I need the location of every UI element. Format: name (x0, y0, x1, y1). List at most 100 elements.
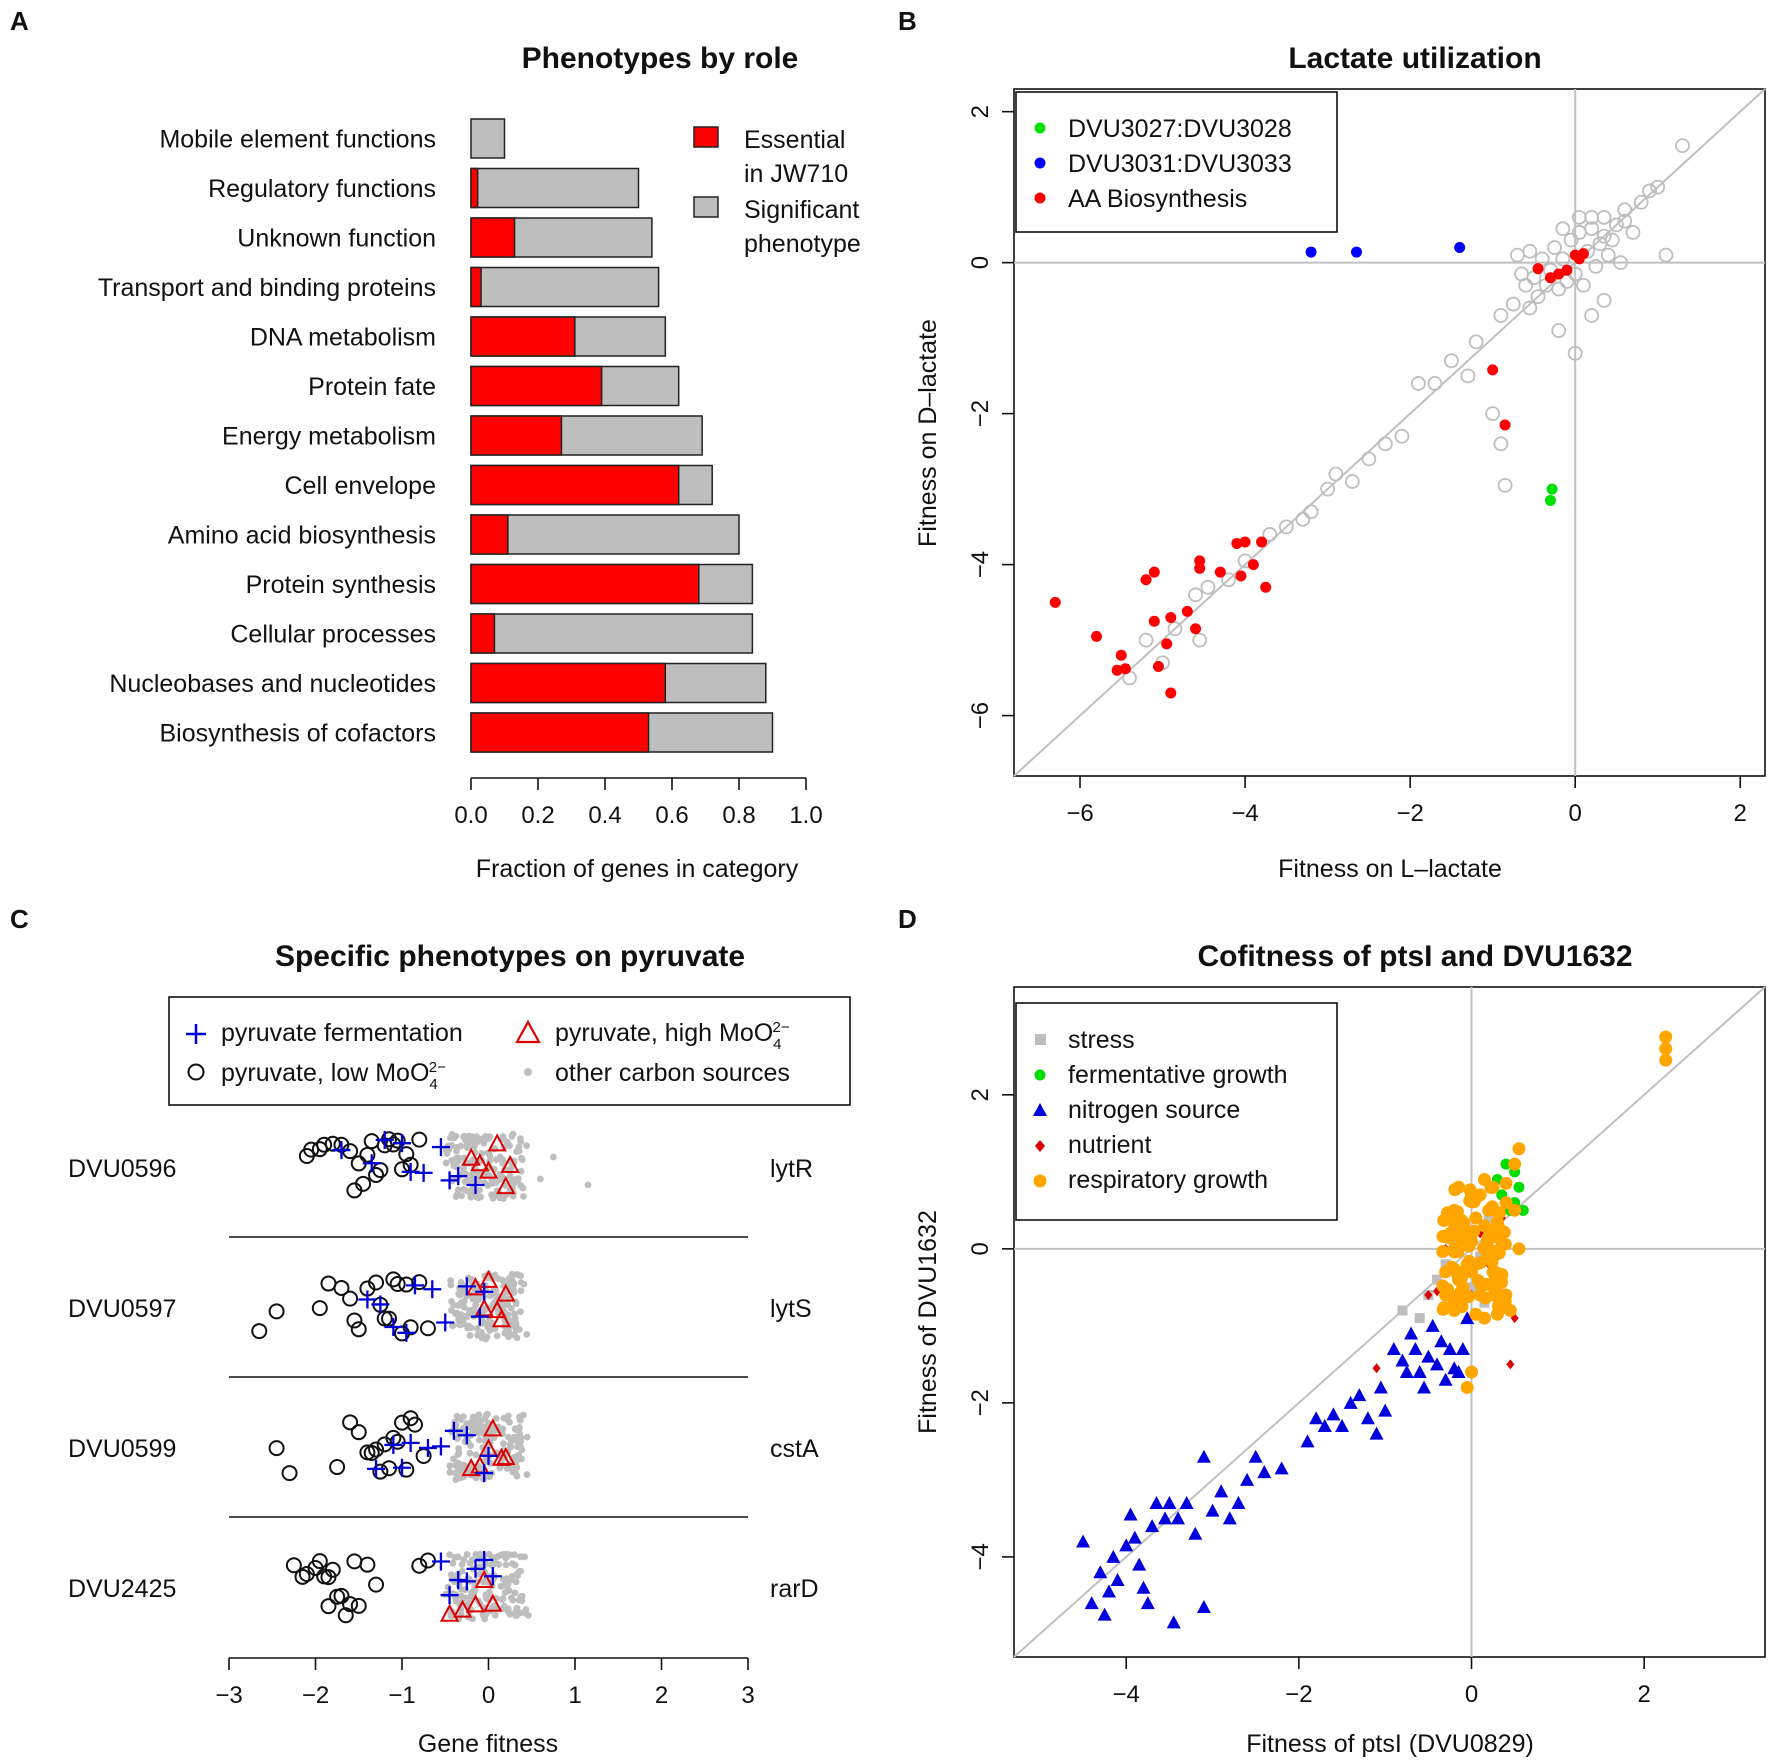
point-nitrogen-source (1343, 1395, 1358, 1409)
category-label-cellular-processes: Cellular processes (230, 621, 436, 649)
point-fermentation (440, 1586, 459, 1605)
legend-swatch-significant (693, 196, 719, 218)
gene-label-dvu0596: DVU0596 (68, 1155, 176, 1183)
legend-label-nitrogen: nitrogen source (1068, 1096, 1240, 1124)
point-aa-biosynthesis (1190, 623, 1202, 635)
point-respiratory-growth (1469, 1211, 1483, 1225)
point-other-carbon (447, 1612, 455, 1620)
category-label-mobile-element-functions: Mobile element functions (159, 126, 436, 154)
panel-c-legend: pyruvate fermentation pyruvate, high MoO… (168, 996, 851, 1106)
point-other-carbon (513, 1334, 521, 1342)
point-aa-biosynthesis (1181, 605, 1193, 617)
point-low-moo4 (268, 1303, 285, 1320)
point-low-moo4 (251, 1323, 268, 1340)
point-fermentation (384, 1435, 403, 1454)
point-other-genes (1675, 138, 1690, 154)
panel-d-xlabel: Fitness of ptsI (DVU0829) (1246, 1730, 1534, 1758)
legend-label-stress: stress (1068, 1026, 1135, 1054)
point-fermentation (466, 1559, 485, 1578)
point-fermentation (423, 1280, 442, 1299)
category-label-regulatory-functions: Regulatory functions (208, 175, 436, 203)
point-other-carbon (460, 1297, 468, 1305)
point-aa-biosynthesis (1140, 574, 1152, 586)
point-other-genes (1551, 281, 1567, 297)
legend-label-essential-2: in JW710 (744, 160, 848, 188)
point-other-carbon (511, 1589, 519, 1597)
point-other-carbon (467, 1176, 475, 1184)
point-other-carbon (537, 1175, 544, 1183)
bar-essential-cellular-processes (470, 613, 496, 654)
point-other-carbon (446, 1551, 453, 1559)
point-other-carbon (458, 1567, 466, 1575)
panel-d-y-tick-label: 2 (967, 1088, 994, 1101)
point-fermentation (431, 1138, 450, 1157)
panel-d-x-tick-label: −4 (1113, 1681, 1140, 1708)
point-high-moo4 (470, 1153, 490, 1172)
point-other-genes (1650, 179, 1666, 195)
point-other-carbon (508, 1594, 515, 1602)
point-other-carbon (517, 1154, 525, 1162)
point-other-carbon (508, 1132, 516, 1140)
point-other-genes (1377, 436, 1393, 452)
point-fermentation (475, 1282, 494, 1301)
point-other-carbon (491, 1611, 499, 1619)
point-fermentation (431, 1437, 450, 1456)
point-other-carbon (515, 1455, 523, 1463)
point-respiratory-growth (1659, 1053, 1673, 1067)
panel-a-title: Phenotypes by role (522, 42, 799, 75)
gene-label-dvu0599: DVU0599 (68, 1435, 176, 1463)
gene-name-lytr: lytR (770, 1155, 813, 1183)
point-fermentation (405, 1276, 424, 1295)
point-nitrogen-source (1421, 1349, 1436, 1363)
point-nitrogen-source (1378, 1403, 1393, 1417)
point-other-genes (1361, 451, 1377, 467)
point-other-carbon (460, 1595, 467, 1603)
point-aa-biosynthesis (1544, 272, 1556, 284)
point-nitrogen-source (1162, 1495, 1177, 1509)
point-other-carbon (492, 1415, 500, 1422)
point-other-carbon (494, 1560, 502, 1568)
point-fermentation (431, 1552, 450, 1571)
legend-label-dvu3027: DVU3027:DVU3028 (1068, 115, 1292, 143)
panel-a-bar-chart: Phenotypes by role Mobile element functi… (98, 42, 861, 883)
point-low-moo4 (342, 1290, 359, 1307)
point-fermentation (457, 1426, 476, 1445)
point-other-carbon (519, 1184, 527, 1192)
point-other-genes (1221, 572, 1236, 588)
point-respiratory-growth (1497, 1225, 1511, 1239)
panel-d-title: Cofitness of ptsI and DVU1632 (1197, 940, 1632, 973)
legend-label-dvu3031: DVU3031:DVU3033 (1068, 150, 1292, 178)
point-other-carbon (450, 1455, 457, 1463)
point-other-carbon (507, 1443, 515, 1451)
point-other-genes (1344, 474, 1360, 489)
point-fermentation (466, 1176, 485, 1195)
point-nutrient (1424, 1290, 1433, 1301)
point-other-carbon (460, 1556, 468, 1564)
point-other-carbon (455, 1466, 463, 1474)
point-fermentation (444, 1421, 463, 1440)
point-other-carbon (507, 1304, 515, 1312)
point-other-carbon (512, 1326, 520, 1333)
point-high-moo4 (452, 1599, 473, 1618)
legend-triangle-high (515, 1019, 541, 1044)
point-other-carbon (513, 1148, 520, 1155)
point-other-carbon (491, 1271, 499, 1279)
panel-b-legend-box (1015, 91, 1338, 233)
point-fermentation (393, 1134, 411, 1153)
point-other-genes (1613, 255, 1628, 271)
point-other-carbon (456, 1414, 464, 1422)
point-low-moo4 (268, 1440, 285, 1457)
point-respiratory-growth (1436, 1302, 1450, 1316)
point-nitrogen-source (1429, 1357, 1444, 1371)
point-other-carbon (478, 1429, 486, 1437)
point-dvu3031-dvu3033 (1350, 246, 1362, 258)
legend-dot-other (524, 1068, 532, 1076)
point-other-carbon (446, 1462, 454, 1470)
point-other-carbon (446, 1468, 454, 1476)
bar-essential-transport-and-binding-proteins (470, 266, 482, 308)
gene-name-csta: cstA (770, 1435, 819, 1463)
point-other-carbon (447, 1281, 455, 1289)
point-aa-biosynthesis (1239, 536, 1251, 548)
category-label-protein-synthesis: Protein synthesis (246, 571, 436, 599)
panel-c-strip-chart: Specific phenotypes on pyruvate pyruvate… (68, 940, 851, 1758)
